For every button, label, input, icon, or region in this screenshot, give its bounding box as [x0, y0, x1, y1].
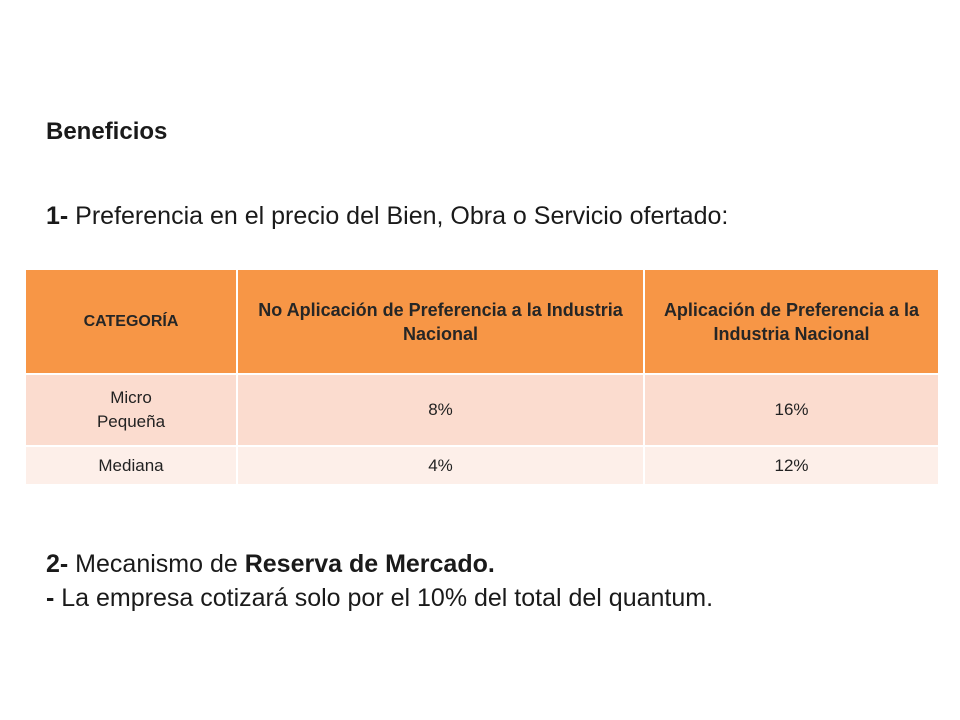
table-row: Mediana 4% 12% — [26, 446, 938, 484]
cell-aplicacion: 12% — [643, 446, 938, 484]
cell-no-aplicacion: 4% — [236, 446, 644, 484]
point-2-text: Mecanismo de — [68, 550, 245, 578]
table-header-row: CATEGORÍA No Aplicación de Preferencia a… — [26, 270, 938, 374]
header-aplicacion: Aplicación de Preferencia a la Industria… — [643, 270, 938, 374]
categoria-line: Pequeña — [96, 412, 166, 431]
point-3-text: La empresa cotizará solo por el 10% del … — [54, 584, 714, 612]
cell-aplicacion: 16% — [643, 374, 938, 446]
table-row: Micro Pequeña 8% 16% — [26, 374, 938, 446]
cell-categoria: Mediana — [26, 446, 237, 484]
point-1-text: Preferencia en el precio del Bien, Obra … — [68, 202, 729, 230]
point-2-bold-text: Reserva de Mercado. — [244, 550, 495, 578]
cell-categoria: Micro Pequeña — [26, 374, 237, 446]
categoria-line: Micro — [110, 388, 152, 407]
preference-table: CATEGORÍA No Aplicación de Preferencia a… — [26, 270, 938, 484]
point-3: - La empresa cotizará solo por el 10% de… — [46, 582, 713, 614]
cell-no-aplicacion: 8% — [236, 374, 644, 446]
header-no-aplicacion: No Aplicación de Preferencia a la Indust… — [236, 270, 644, 374]
point-3-dash: - — [46, 584, 55, 612]
categoria-line: Mediana — [98, 455, 164, 475]
point-2-number: 2- — [46, 550, 69, 578]
section-heading: Beneficios — [46, 118, 168, 145]
point-1: 1- Preferencia en el precio del Bien, Ob… — [46, 200, 728, 232]
point-1-number: 1- — [46, 202, 69, 230]
header-categoria: CATEGORÍA — [83, 312, 179, 330]
point-2: 2- Mecanismo de Reserva de Mercado. — [46, 548, 495, 580]
